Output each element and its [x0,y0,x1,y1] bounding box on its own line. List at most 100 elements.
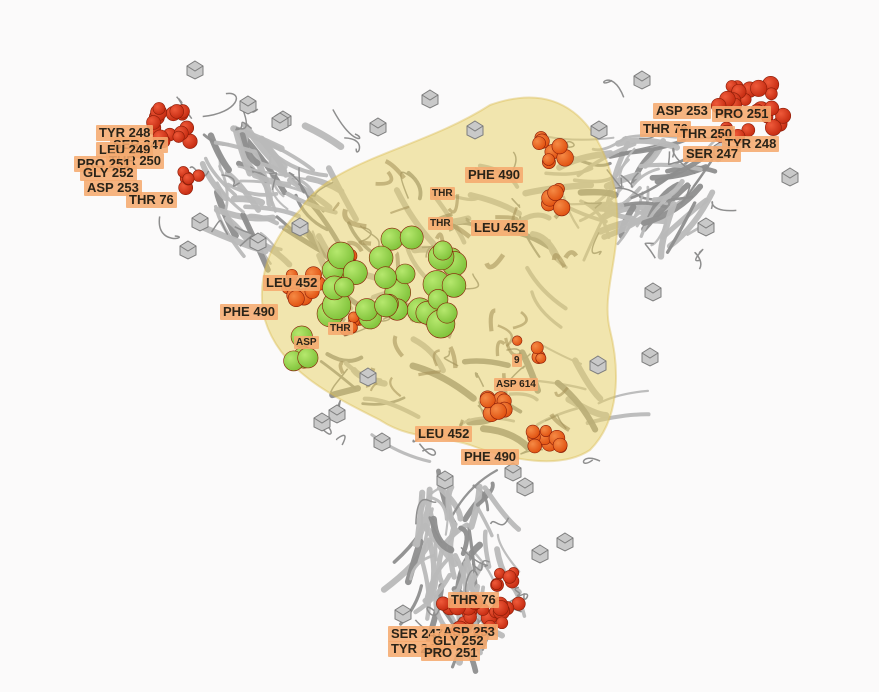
sphere-cluster-icon [547,184,564,201]
ribbon-strand [496,533,521,573]
ribbon-strand [389,376,402,398]
ribbon-strand [390,205,410,215]
ligand-surface [436,302,458,324]
ribbon-strand [512,310,528,330]
sphere-cluster-icon [479,392,496,409]
cube-edge [328,409,346,416]
sphere-cluster-icon [192,169,205,182]
cube-edge [191,217,209,224]
ribbon-strand [428,495,448,521]
ribbon-strand [369,382,378,392]
ribbon-strand [618,138,687,156]
residue-label: PHE 490 [220,304,279,320]
ribbon-loop [603,79,625,98]
ribbon-strand [448,346,458,369]
ribbon-strand [418,370,441,377]
ribbon-loop [344,137,361,153]
ribbon-loop [710,201,737,212]
ribbon-strand [617,147,636,195]
residue-label: LEU 452 [415,426,473,442]
cube-edge [239,100,257,107]
ribbon-strand [199,160,229,201]
cube-edge [641,352,659,359]
ribbon-strand [447,194,460,214]
sphere-cluster-icon [169,104,185,119]
ribbon-loop [418,443,437,456]
cube-icon [421,89,439,109]
sphere-cluster-icon [489,402,507,420]
cube-icon [373,432,391,452]
ligand-surface [374,293,398,318]
ribbon-loop [235,108,248,130]
ribbon-strand [488,308,496,332]
sphere-cluster-icon [542,153,555,166]
ligand-surface [394,263,416,285]
residue-label: PHE 490 [465,167,524,183]
cube-edge [249,237,267,244]
ribbon-strand [203,156,238,197]
cube-edge [394,609,412,616]
ligand-surface [334,277,355,298]
ribbon-strand [260,137,289,178]
ribbon-strand [641,183,704,226]
residue-label: GLY 252 [80,165,137,181]
ribbon-strand [301,122,345,151]
ribbon-strand [630,167,660,189]
ribbon-strand [347,240,364,253]
sphere-cluster-icon [532,136,546,150]
cube-edge [589,360,607,367]
ribbon-strand [332,201,340,211]
ribbon-loop [415,498,437,525]
ribbon-loop [644,242,656,259]
ligand-surface [327,241,355,269]
ribbon-strand [424,557,450,604]
ribbon-strand [338,360,345,375]
ribbon-strand [342,208,367,229]
sphere-cluster-icon [551,138,568,155]
cube-edge [179,245,197,252]
ribbon-strand [432,349,441,367]
sphere-cluster-icon [535,352,547,364]
ribbon-loop [288,171,310,200]
ribbon-strand [375,170,394,186]
sphere-cluster-icon [765,119,782,136]
ligand-surface [374,266,397,289]
sphere-cluster-icon [553,199,571,217]
sphere-cluster-icon [512,335,523,346]
cube-icon [239,95,257,115]
cube-edge [291,222,309,229]
ribbon-loop [671,147,696,175]
sphere-cluster-icon [172,130,185,143]
ribbon-loop [426,606,440,617]
cube-icon [641,347,659,367]
residue-label: THR 76 [126,192,177,208]
ribbon-strand [657,201,677,260]
cube-edge [466,125,484,132]
residue-label: THR [430,187,455,200]
ribbon-strand [413,572,452,615]
cube-edge [359,372,377,379]
ribbon-strand [226,182,279,197]
cube-edge [421,94,439,101]
sphere-cluster-icon [495,616,509,630]
residue-label: SER 247 [683,146,742,162]
ribbon-strand [224,170,262,213]
ribbon-strand [215,181,245,214]
ribbon-strand [271,182,289,211]
ribbon-strand [218,164,229,212]
cube-icon [633,70,651,90]
sphere-cluster-icon [539,425,552,437]
ribbon-loop [234,226,254,247]
ribbon-strand [563,250,579,260]
ribbon-strand [549,413,571,432]
sphere-cluster-icon [527,438,542,454]
ribbon-loop [514,586,521,597]
cube-icon [590,120,608,140]
cube-edge [436,475,454,482]
sphere-cluster-icon [525,424,540,439]
ribbon-loop [202,92,238,118]
cube-icon [313,412,331,432]
cube-icon [504,462,522,482]
